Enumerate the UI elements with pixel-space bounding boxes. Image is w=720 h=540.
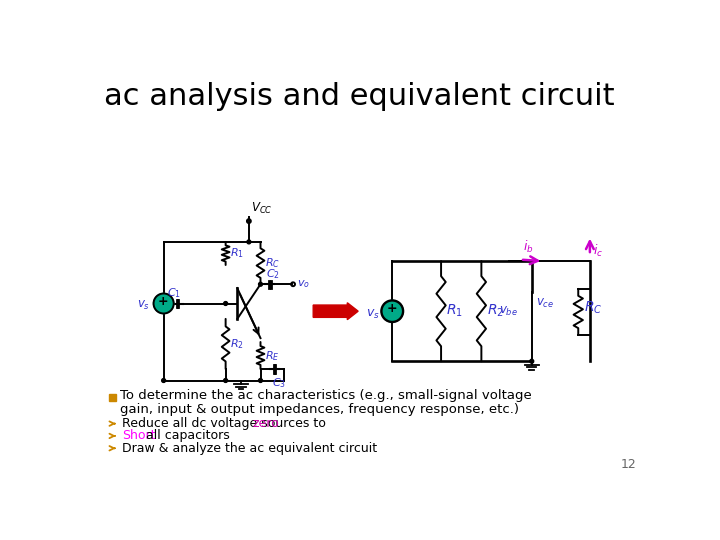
- Text: $V_{CC}$: $V_{CC}$: [251, 201, 273, 215]
- Circle shape: [153, 294, 174, 314]
- Circle shape: [224, 379, 228, 382]
- Text: all capacitors: all capacitors: [142, 429, 229, 442]
- Circle shape: [258, 282, 262, 286]
- Text: zero: zero: [252, 417, 279, 430]
- Text: $R_E$: $R_E$: [265, 349, 280, 363]
- Circle shape: [162, 379, 166, 382]
- Text: +: +: [158, 295, 168, 308]
- Text: $R_C$: $R_C$: [265, 256, 280, 270]
- Text: ac analysis and equivalent circuit: ac analysis and equivalent circuit: [104, 82, 615, 111]
- Circle shape: [258, 379, 262, 382]
- Text: $v_s$: $v_s$: [366, 308, 380, 321]
- Text: $v_{ce}$: $v_{ce}$: [536, 297, 554, 310]
- Text: gain, input & output impedances, frequency response, etc.): gain, input & output impedances, frequen…: [120, 403, 519, 416]
- FancyArrow shape: [313, 303, 358, 320]
- Text: $R_2$: $R_2$: [487, 303, 504, 319]
- Text: 12: 12: [621, 458, 636, 471]
- Text: $v_{be}$: $v_{be}$: [499, 305, 518, 318]
- Text: $i_b$: $i_b$: [523, 239, 534, 255]
- Text: $C_2$: $C_2$: [266, 267, 280, 281]
- Text: To determine the ac characteristics (e.g., small-signal voltage: To determine the ac characteristics (e.g…: [120, 389, 532, 402]
- Text: $C_1$: $C_1$: [167, 287, 181, 300]
- Text: $R_1$: $R_1$: [446, 303, 464, 319]
- Circle shape: [382, 300, 403, 322]
- Text: +: +: [387, 302, 397, 315]
- Circle shape: [530, 359, 534, 363]
- Circle shape: [224, 301, 228, 306]
- Text: $R_C$: $R_C$: [584, 300, 602, 316]
- Text: $C_3$: $C_3$: [272, 377, 286, 390]
- Text: $v_s$: $v_s$: [137, 299, 150, 312]
- Text: Short: Short: [122, 429, 156, 442]
- Text: $i_c$: $i_c$: [593, 243, 603, 259]
- Circle shape: [247, 240, 251, 244]
- Text: $R_2$: $R_2$: [230, 338, 243, 351]
- Text: Draw & analyze the ac equivalent circuit: Draw & analyze the ac equivalent circuit: [122, 442, 377, 455]
- Text: Reduce all dc voltage sources to: Reduce all dc voltage sources to: [122, 417, 330, 430]
- Text: $R_1$: $R_1$: [230, 247, 243, 260]
- Bar: [109, 394, 117, 401]
- Text: $v_o$: $v_o$: [297, 278, 310, 290]
